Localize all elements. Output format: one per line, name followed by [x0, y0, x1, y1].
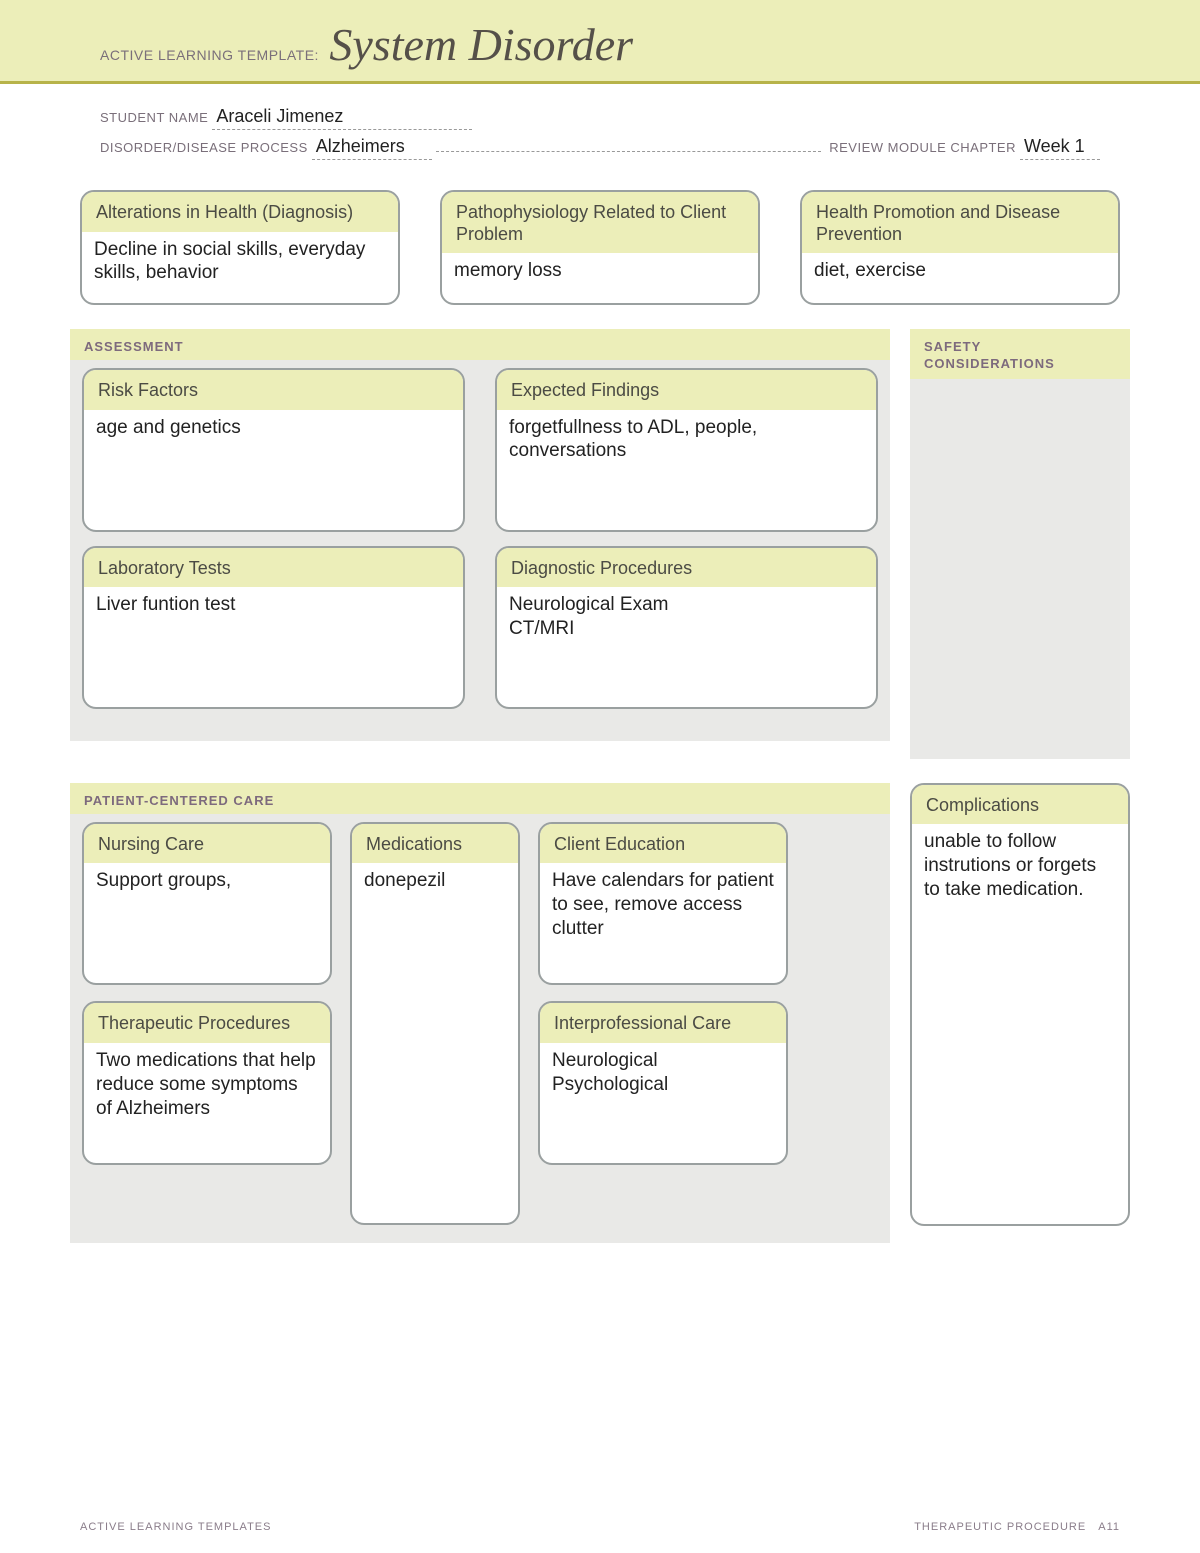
lab-box: Laboratory Tests Liver funtion test — [82, 546, 465, 710]
expected-box: Expected Findings forgetfullness to ADL,… — [495, 368, 878, 532]
promo-box: Health Promotion and Disease Prevention … — [800, 190, 1120, 305]
diag-body: Neurological Exam CT/MRI — [497, 587, 876, 707]
footer-page: A11 — [1098, 1521, 1120, 1533]
content-area: Alterations in Health (Diagnosis) Declin… — [0, 170, 1200, 1243]
safety-body — [910, 379, 1130, 759]
alterations-body: Decline in social skills, everyday skill… — [82, 232, 398, 304]
complications-body: unable to follow instrutions or forgets … — [912, 824, 1128, 1224]
alterations-box: Alterations in Health (Diagnosis) Declin… — [80, 190, 400, 305]
pcc-wrap: PATIENT-CENTERED CARE Nursing Care Suppo… — [70, 783, 1130, 1244]
complications-head: Complications — [912, 785, 1128, 825]
safety-section: SAFETY CONSIDERATIONS — [910, 329, 1130, 759]
expected-head: Expected Findings — [497, 370, 876, 410]
assessment-row-2: Laboratory Tests Liver funtion test Diag… — [82, 546, 878, 710]
template-label: ACTIVE LEARNING TEMPLATE: — [100, 47, 319, 63]
pcc-body: Nursing Care Support groups, Therapeutic… — [70, 814, 890, 1244]
education-body: Have calendars for patient to see, remov… — [540, 863, 786, 983]
assessment-section: ASSESSMENT Risk Factors age and genetics… — [70, 329, 890, 759]
meta-block: STUDENT NAME Araceli Jimenez DISORDER/DI… — [0, 84, 1200, 170]
safety-label: SAFETY CONSIDERATIONS — [910, 329, 1130, 379]
pcc-col-c: Client Education Have calendars for pati… — [538, 822, 788, 1226]
diag-head: Diagnostic Procedures — [497, 548, 876, 588]
chapter-value: Week 1 — [1020, 136, 1100, 160]
assessment-label: ASSESSMENT — [70, 329, 890, 360]
inter-body: Neurological Psychological — [540, 1043, 786, 1163]
nursing-head: Nursing Care — [84, 824, 330, 864]
inter-box: Interprofessional Care Neurological Psyc… — [538, 1001, 788, 1165]
student-row: STUDENT NAME Araceli Jimenez — [100, 106, 1100, 130]
therapeutic-body: Two medications that help reduce some sy… — [84, 1043, 330, 1163]
expected-body: forgetfullness to ADL, people, conversat… — [497, 410, 876, 530]
promo-head: Health Promotion and Disease Prevention — [802, 192, 1118, 253]
patho-box: Pathophysiology Related to Client Proble… — [440, 190, 760, 305]
education-box: Client Education Have calendars for pati… — [538, 822, 788, 986]
nursing-body: Support groups, — [84, 863, 330, 983]
inter-head: Interprofessional Care — [540, 1003, 786, 1043]
risk-box: Risk Factors age and genetics — [82, 368, 465, 532]
mid-wrap: ASSESSMENT Risk Factors age and genetics… — [70, 329, 1130, 759]
pcc-col-a: Nursing Care Support groups, Therapeutic… — [82, 822, 332, 1226]
footer-right: THERAPEUTIC PROCEDURE A11 — [914, 1521, 1120, 1533]
page-title: System Disorder — [329, 18, 633, 71]
promo-body: diet, exercise — [802, 253, 1118, 301]
patho-body: memory loss — [442, 253, 758, 301]
complications-col: Complications unable to follow instrutio… — [910, 783, 1130, 1244]
disorder-label: DISORDER/DISEASE PROCESS — [100, 140, 308, 155]
top-row: Alterations in Health (Diagnosis) Declin… — [70, 190, 1130, 305]
therapeutic-head: Therapeutic Procedures — [84, 1003, 330, 1043]
pcc-section: PATIENT-CENTERED CARE Nursing Care Suppo… — [70, 783, 890, 1244]
assessment-row-1: Risk Factors age and genetics Expected F… — [82, 368, 878, 532]
meds-box: Medications donepezil — [350, 822, 520, 1226]
header-band: ACTIVE LEARNING TEMPLATE: System Disorde… — [0, 0, 1200, 84]
footer-left: ACTIVE LEARNING TEMPLATES — [80, 1521, 271, 1533]
complications-box: Complications unable to follow instrutio… — [910, 783, 1130, 1227]
nursing-box: Nursing Care Support groups, — [82, 822, 332, 986]
diag-box: Diagnostic Procedures Neurological Exam … — [495, 546, 878, 710]
disorder-value: Alzheimers — [312, 136, 432, 160]
page: ACTIVE LEARNING TEMPLATE: System Disorde… — [0, 0, 1200, 1553]
disorder-row: DISORDER/DISEASE PROCESS Alzheimers REVI… — [100, 136, 1100, 160]
student-name-label: STUDENT NAME — [100, 110, 208, 125]
therapeutic-box: Therapeutic Procedures Two medications t… — [82, 1001, 332, 1165]
alterations-head: Alterations in Health (Diagnosis) — [82, 192, 398, 232]
footer: ACTIVE LEARNING TEMPLATES THERAPEUTIC PR… — [0, 1521, 1200, 1533]
patho-head: Pathophysiology Related to Client Proble… — [442, 192, 758, 253]
education-head: Client Education — [540, 824, 786, 864]
pcc-col-b: Medications donepezil — [350, 822, 520, 1226]
meds-body: donepezil — [352, 863, 518, 1223]
lab-body: Liver funtion test — [84, 587, 463, 707]
student-name-value: Araceli Jimenez — [212, 106, 472, 130]
footer-right-text: THERAPEUTIC PROCEDURE — [914, 1521, 1086, 1533]
risk-body: age and genetics — [84, 410, 463, 530]
lab-head: Laboratory Tests — [84, 548, 463, 588]
meds-head: Medications — [352, 824, 518, 864]
risk-head: Risk Factors — [84, 370, 463, 410]
assessment-body: Risk Factors age and genetics Expected F… — [70, 360, 890, 741]
pcc-label: PATIENT-CENTERED CARE — [70, 783, 890, 814]
chapter-label: REVIEW MODULE CHAPTER — [829, 140, 1016, 155]
filler-line — [436, 151, 821, 152]
pcc-grid: Nursing Care Support groups, Therapeutic… — [82, 822, 878, 1226]
